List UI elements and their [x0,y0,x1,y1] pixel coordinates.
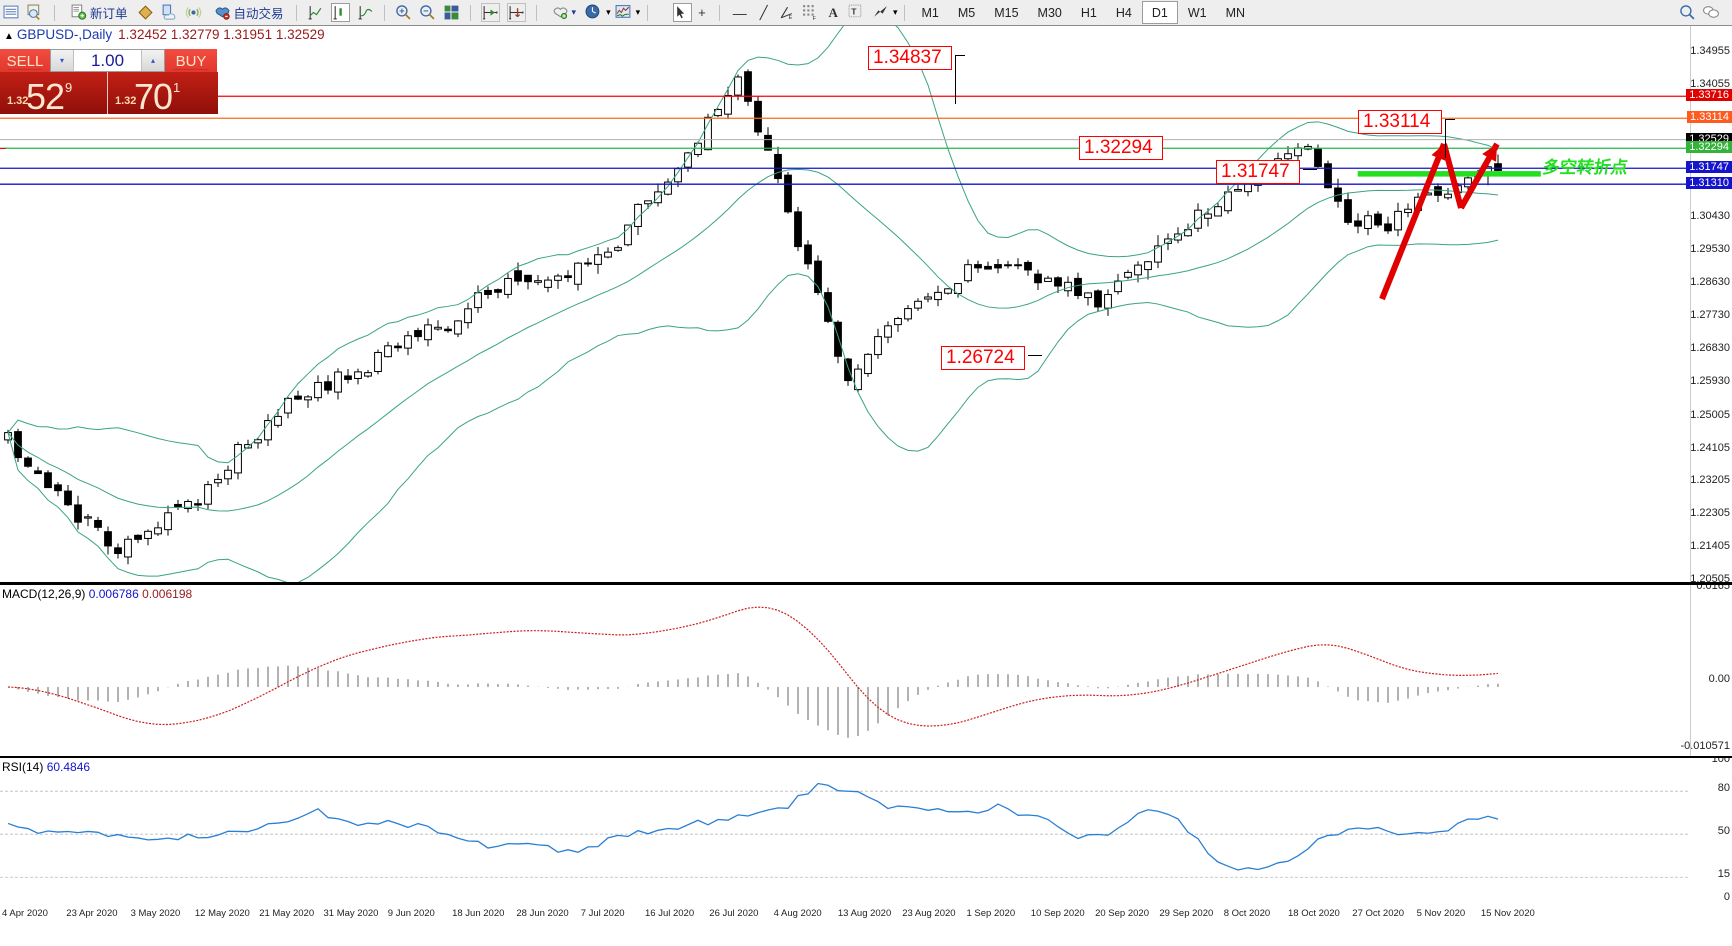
svg-text:F: F [812,16,816,21]
svg-text:T: T [851,7,857,17]
svg-text:E: E [788,15,792,21]
